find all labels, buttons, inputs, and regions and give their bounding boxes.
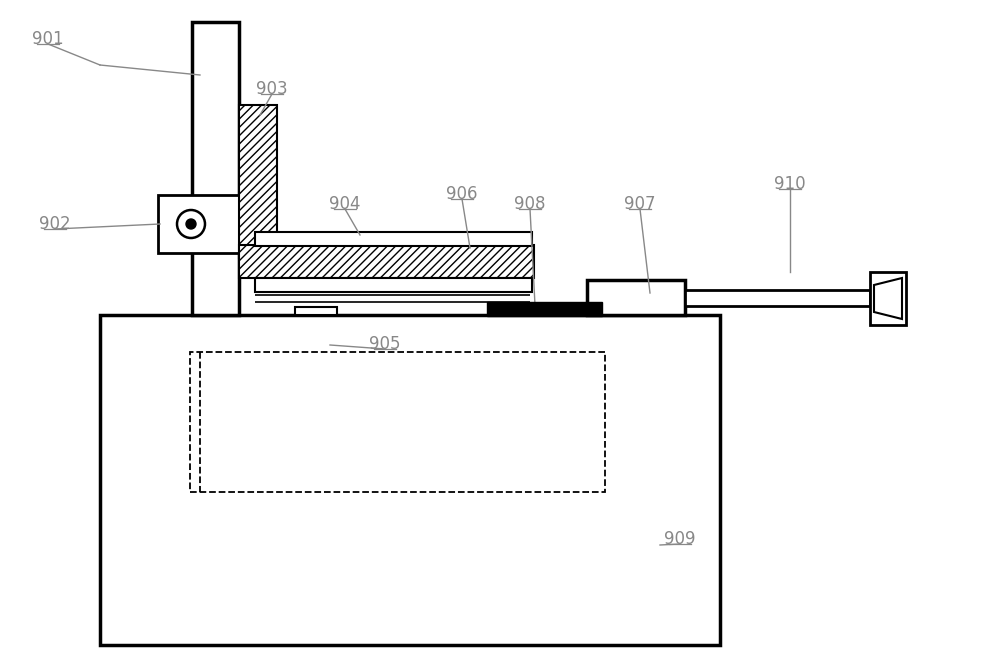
Bar <box>255 232 532 246</box>
Text: 902: 902 <box>39 215 71 233</box>
Text: 909: 909 <box>664 530 696 548</box>
Bar <box>239 105 277 258</box>
Text: 910: 910 <box>774 175 806 193</box>
Bar <box>587 280 685 315</box>
Text: 908: 908 <box>514 195 546 213</box>
Bar <box>190 352 605 492</box>
Bar <box>685 290 870 306</box>
Bar <box>192 22 239 315</box>
Bar <box>295 307 337 315</box>
Circle shape <box>186 219 196 229</box>
Bar <box>255 278 532 292</box>
Text: 903: 903 <box>256 80 288 98</box>
Bar <box>158 195 240 253</box>
Bar <box>870 272 906 325</box>
Polygon shape <box>874 278 902 319</box>
Bar <box>100 315 720 645</box>
Bar <box>239 245 534 278</box>
Text: 901: 901 <box>32 30 64 48</box>
Text: 905: 905 <box>369 335 401 353</box>
Text: 907: 907 <box>624 195 656 213</box>
Text: 906: 906 <box>446 185 478 203</box>
Text: 904: 904 <box>329 195 361 213</box>
Bar <box>487 302 602 316</box>
